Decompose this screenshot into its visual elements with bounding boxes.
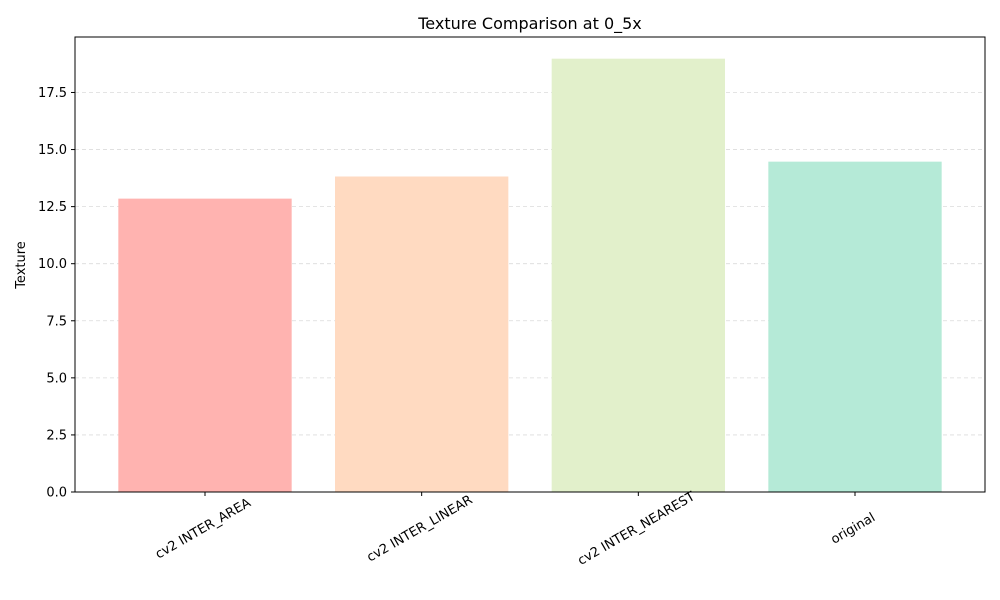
y-tick-label: 15.0 [38, 143, 67, 158]
y-tick-label: 12.5 [38, 200, 67, 215]
bar-cv2-inter-linear [335, 176, 509, 492]
plot-area-frame [74, 36, 986, 493]
bar-cv2-inter-area [118, 198, 292, 492]
x-tick-label: cv2 INTER_AREA [153, 496, 254, 563]
y-tick-label: 7.5 [46, 314, 67, 329]
x-tick-label: cv2 INTER_NEAREST [575, 489, 698, 568]
y-tick-label: 17.5 [38, 86, 67, 101]
x-axis-ticks: cv2 INTER_AREA cv2 INTER_LINEAR cv2 INTER_… [153, 489, 878, 568]
bar-original [768, 161, 942, 492]
y-axis-label: Texture [14, 241, 29, 290]
x-tick-label: cv2 INTER_LINEAR [364, 493, 475, 566]
y-tick-label: 0.0 [46, 486, 67, 501]
y-tick-label: 5.0 [46, 371, 67, 386]
chart-title: Texture Comparison at 0_5x [417, 14, 642, 34]
y-tick-label: 2.5 [46, 428, 67, 443]
bars [118, 58, 942, 492]
y-tick-label: 10.0 [38, 257, 67, 272]
x-tick-label: original [828, 510, 878, 547]
y-axis-ticks: 0.0 2.5 5.0 7.5 10.0 12.5 15.0 17.5 [38, 86, 75, 501]
bar-cv2-inter-nearest [551, 58, 725, 492]
